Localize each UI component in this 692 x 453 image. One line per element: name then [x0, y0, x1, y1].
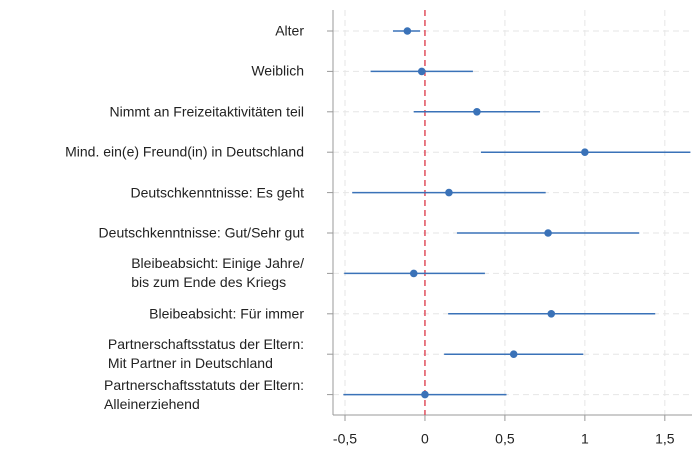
y-tick-label: Weiblich	[251, 62, 304, 79]
point-estimate	[547, 310, 556, 318]
y-tick-label: Alter	[275, 22, 304, 39]
y-tick-label: Bleibeabsicht: Für immer	[149, 305, 304, 322]
point-estimate	[403, 27, 412, 35]
point-estimate	[581, 148, 589, 156]
point-estimate	[509, 350, 518, 359]
y-tick-label: Partnerschaftsstatuts der Eltern: Allein…	[104, 376, 304, 412]
point-estimate	[421, 390, 429, 399]
y-tick-label: Mind. ein(e) Freund(in) in Deutschland	[65, 143, 304, 160]
x-tick-label: -0,5	[333, 431, 357, 447]
x-tick-label: 1,5	[655, 431, 675, 447]
x-tick-label: 0	[421, 431, 429, 447]
point-estimate	[409, 269, 418, 278]
y-tick-label: Bleibeabsicht: Einige Jahre/ bis zum End…	[131, 255, 304, 291]
y-tick-label: Partnerschaftsstatus der Eltern: Mit Par…	[107, 336, 304, 372]
point-estimate	[445, 188, 453, 197]
x-tick-label: 1	[581, 431, 589, 447]
x-tick-label: 0,5	[495, 431, 515, 447]
y-tick-label: Nimmt an Freizeitaktivitäten teil	[109, 103, 304, 120]
point-estimate	[417, 67, 426, 76]
point-estimate	[544, 229, 552, 237]
point-estimate	[473, 108, 481, 116]
y-tick-label: Deutschkenntnisse: Gut/Sehr gut	[98, 224, 304, 241]
y-tick-label: Deutschkenntnisse: Es geht	[130, 184, 304, 201]
